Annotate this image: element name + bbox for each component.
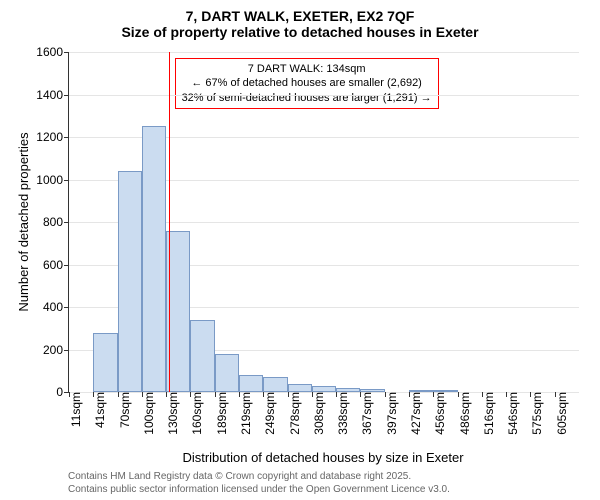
y-tick-label: 1400 xyxy=(36,88,69,102)
x-tick-label: 278sqm xyxy=(286,392,302,435)
x-tick-label: 130sqm xyxy=(164,392,180,435)
x-tick-label: 100sqm xyxy=(140,392,156,435)
y-tick-label: 800 xyxy=(43,215,69,229)
chart-title-line2: Size of property relative to detached ho… xyxy=(0,24,600,44)
y-tick-label: 1600 xyxy=(36,45,69,59)
x-tick-label: 367sqm xyxy=(358,392,374,435)
histogram-bar xyxy=(288,384,312,393)
reference-line xyxy=(169,52,170,392)
x-tick-label: 219sqm xyxy=(237,392,253,435)
x-tick-label: 397sqm xyxy=(383,392,399,435)
x-tick-label: 249sqm xyxy=(261,392,277,435)
footer-line2: Contains public sector information licen… xyxy=(68,483,450,496)
x-tick-label: 338sqm xyxy=(334,392,350,435)
annotation-line3: 32% of semi-detached houses are larger (… xyxy=(182,91,432,105)
y-tick-label: 600 xyxy=(43,258,69,272)
y-tick-label: 200 xyxy=(43,343,69,357)
histogram-bar xyxy=(118,171,142,392)
footer-text: Contains HM Land Registry data © Crown c… xyxy=(68,470,450,496)
x-tick-label: 160sqm xyxy=(188,392,204,435)
x-tick-label: 516sqm xyxy=(480,392,496,435)
x-tick-label: 575sqm xyxy=(528,392,544,435)
x-tick-label: 70sqm xyxy=(116,392,132,428)
grid-line xyxy=(69,52,579,53)
y-tick-label: 1200 xyxy=(36,130,69,144)
histogram-bar xyxy=(142,126,166,392)
x-tick-label: 486sqm xyxy=(456,392,472,435)
plot-area: 7 DART WALK: 134sqm ← 67% of detached ho… xyxy=(68,52,579,393)
grid-line xyxy=(69,95,579,96)
histogram-bar xyxy=(215,354,239,392)
x-tick-label: 11sqm xyxy=(67,392,83,427)
histogram-bar xyxy=(239,375,263,392)
y-axis-label: Number of detached properties xyxy=(16,132,31,311)
x-tick-label: 605sqm xyxy=(553,392,569,435)
x-tick-label: 546sqm xyxy=(504,392,520,435)
x-tick-label: 427sqm xyxy=(407,392,423,435)
x-tick-label: 308sqm xyxy=(310,392,326,435)
x-axis-label: Distribution of detached houses by size … xyxy=(68,450,578,465)
histogram-bar xyxy=(93,333,117,393)
x-tick-label: 456sqm xyxy=(431,392,447,435)
histogram-bar xyxy=(190,320,214,392)
x-tick-label: 189sqm xyxy=(213,392,229,435)
chart-container: 7, DART WALK, EXETER, EX2 7QF Size of pr… xyxy=(0,0,600,500)
y-tick-label: 1000 xyxy=(36,173,69,187)
histogram-bar xyxy=(263,377,287,392)
annotation-line1: 7 DART WALK: 134sqm xyxy=(182,62,432,76)
chart-title-line1: 7, DART WALK, EXETER, EX2 7QF xyxy=(0,0,600,24)
annotation-line2: ← 67% of detached houses are smaller (2,… xyxy=(182,76,432,90)
x-tick-label: 41sqm xyxy=(91,392,107,428)
histogram-bar xyxy=(166,231,190,393)
annotation-box: 7 DART WALK: 134sqm ← 67% of detached ho… xyxy=(175,58,439,109)
y-tick-label: 400 xyxy=(43,300,69,314)
footer-line1: Contains HM Land Registry data © Crown c… xyxy=(68,470,450,483)
